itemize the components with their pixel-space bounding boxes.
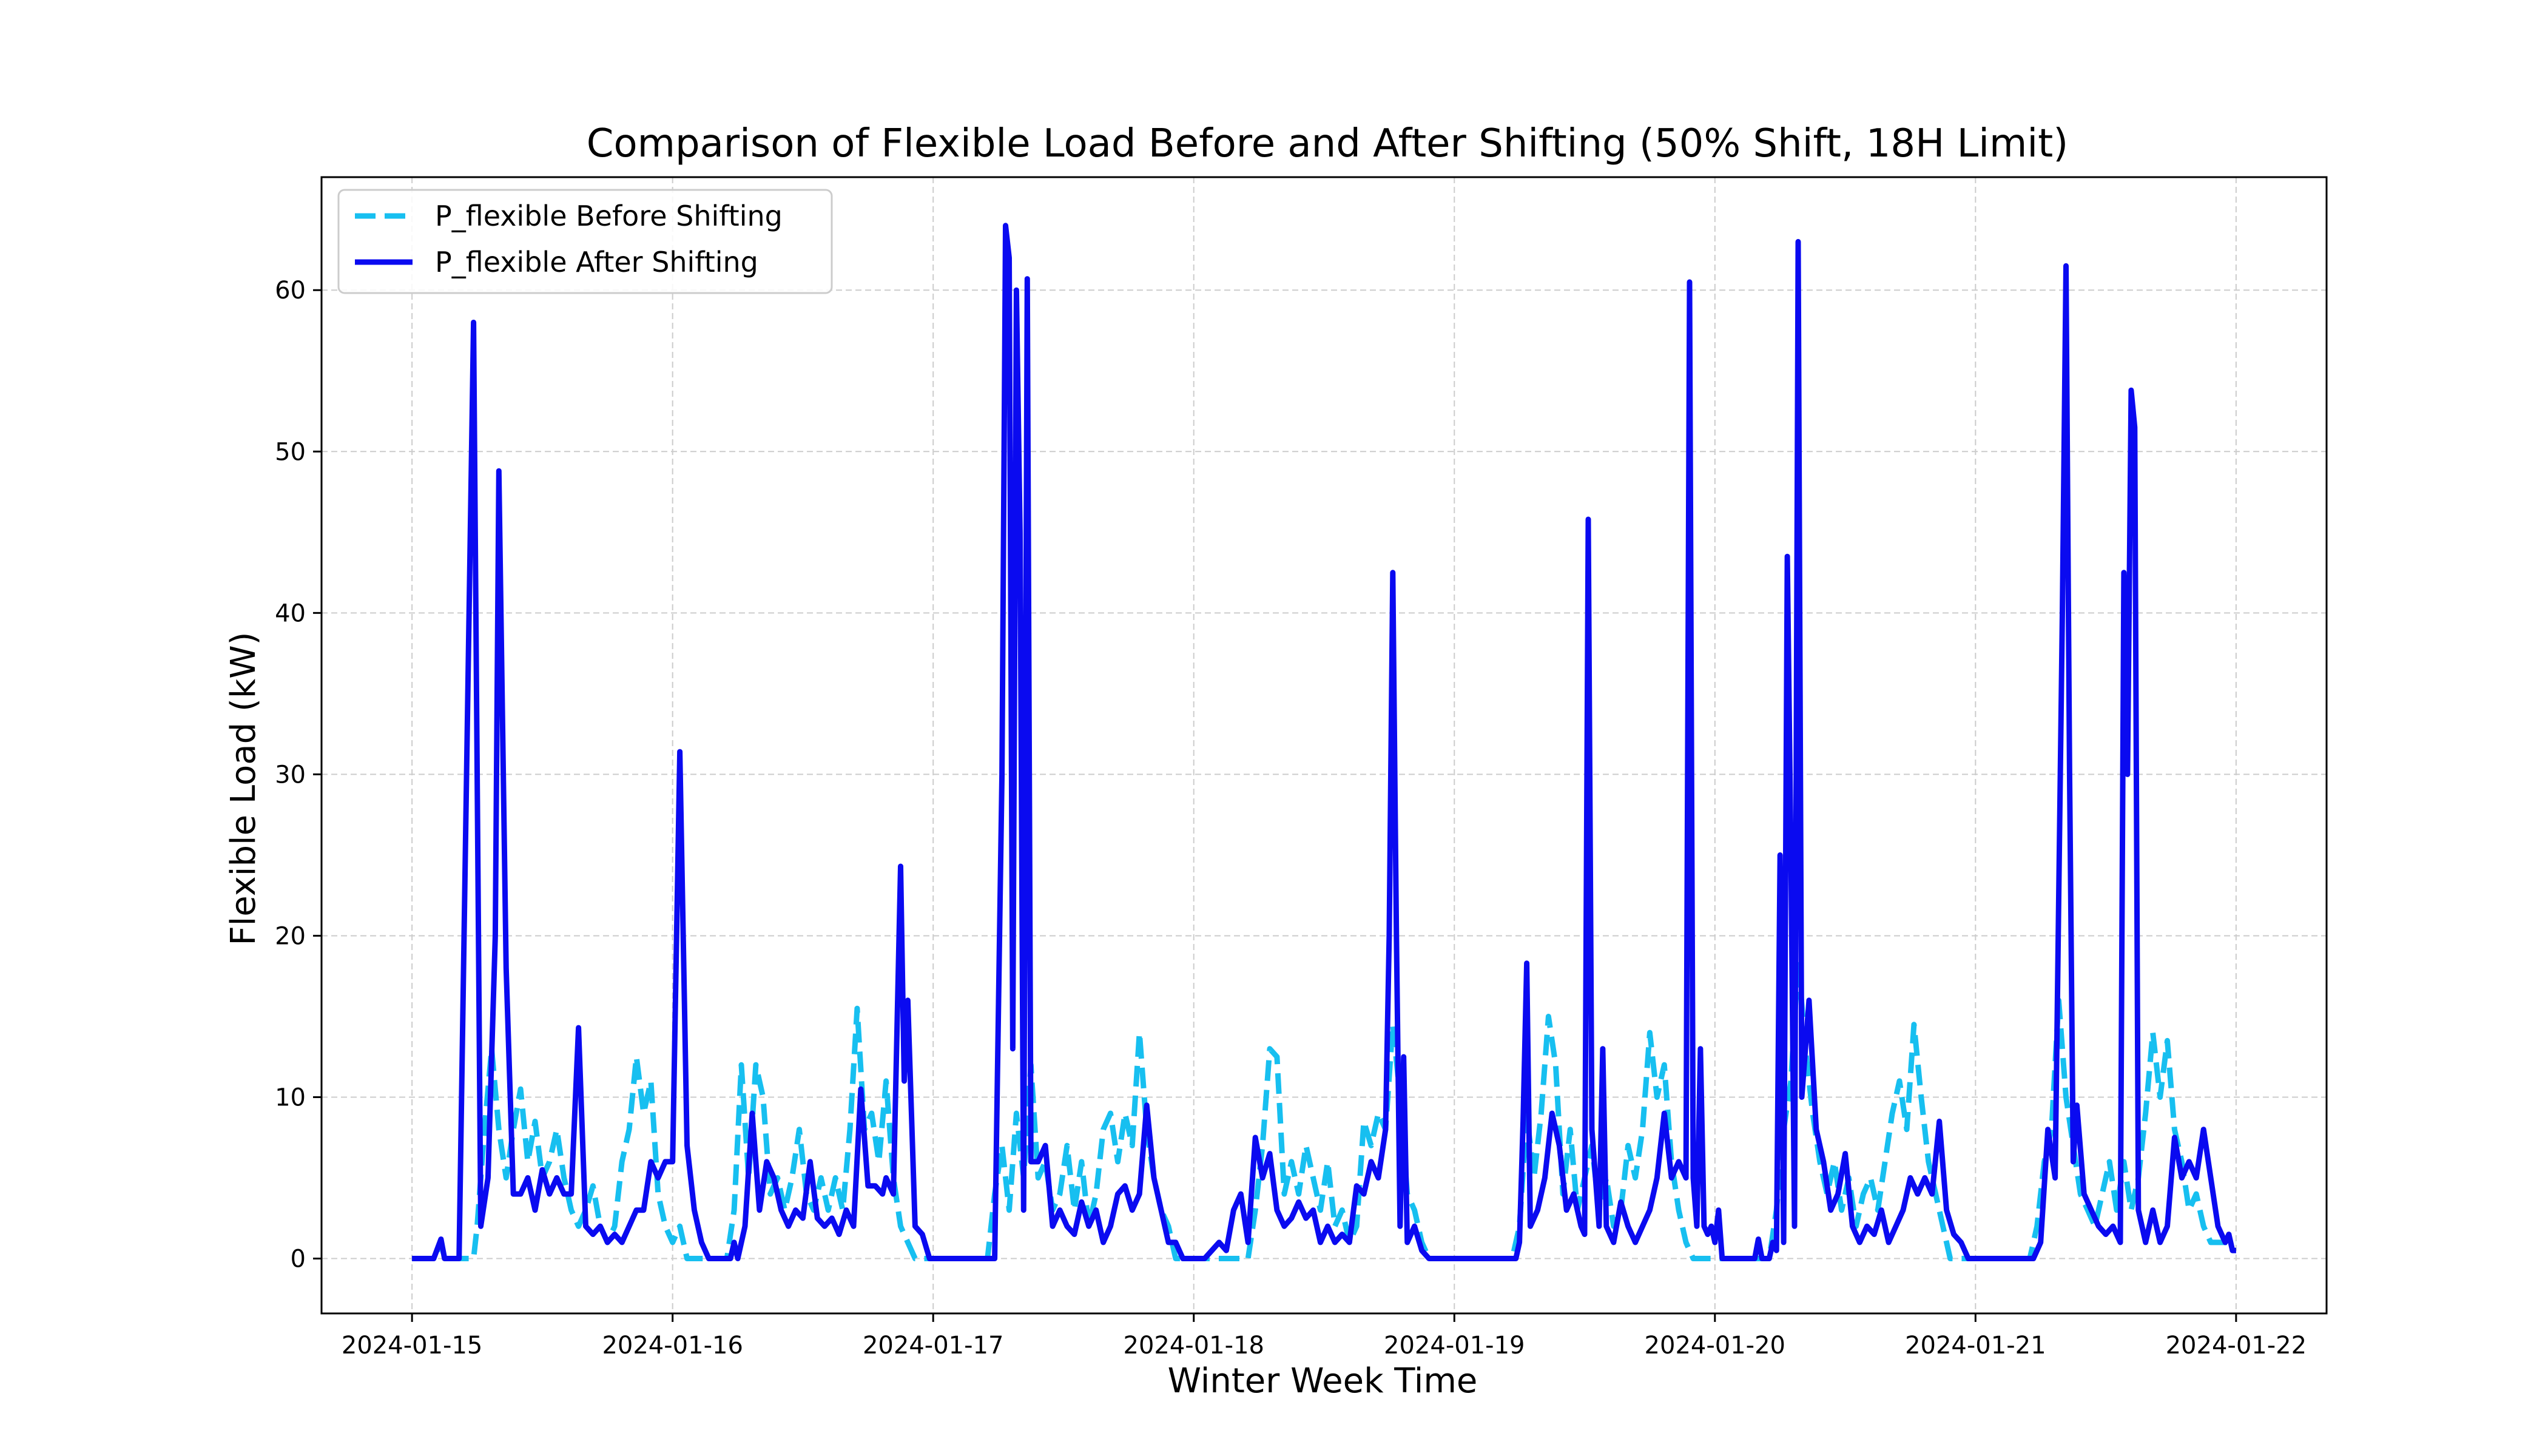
x-tick-label: 2024-01-22 (2166, 1332, 2307, 1360)
y-tick-label: 40 (275, 599, 306, 627)
axis-ticks: 2024-01-15 2024-01-16 2024-01-17 2024-01-18… (275, 277, 2307, 1360)
x-tick-label: 2024-01-17 (863, 1332, 1003, 1360)
x-tick-label: 2024-01-18 (1124, 1332, 1264, 1360)
y-tick-label: 30 (275, 761, 306, 789)
grid-lines (322, 177, 2327, 1313)
x-tick-label: 2024-01-21 (1905, 1332, 2046, 1360)
legend-label-after: P_flexible After Shifting (435, 246, 758, 278)
y-tick-label: 50 (275, 438, 306, 466)
legend-label-before: P_flexible Before Shifting (435, 200, 783, 232)
chart-title: Comparison of Flexible Load Before and A… (587, 121, 2068, 166)
series-line-after-shifting (412, 223, 2236, 1261)
series-lines (412, 223, 2236, 1261)
y-tick-label: 10 (275, 1084, 306, 1111)
y-axis-label: Flexible Load (kW) (224, 632, 263, 946)
y-tick-label: 20 (275, 922, 306, 950)
y-tick-label: 0 (291, 1245, 306, 1273)
legend: P_flexible Before Shifting P_flexible Af… (337, 189, 833, 294)
plot-area-frame (320, 176, 2328, 1315)
y-tick-label: 60 (275, 277, 306, 305)
x-tick-label: 2024-01-19 (1384, 1332, 1525, 1360)
x-axis-label: Winter Week Time (1168, 1361, 1478, 1401)
series-line-before-shifting (412, 957, 2236, 1261)
legend-box (337, 189, 833, 294)
x-tick-label: 2024-01-16 (602, 1332, 743, 1360)
x-tick-label: 2024-01-20 (1645, 1332, 1785, 1360)
x-tick-label: 2024-01-15 (342, 1332, 482, 1360)
